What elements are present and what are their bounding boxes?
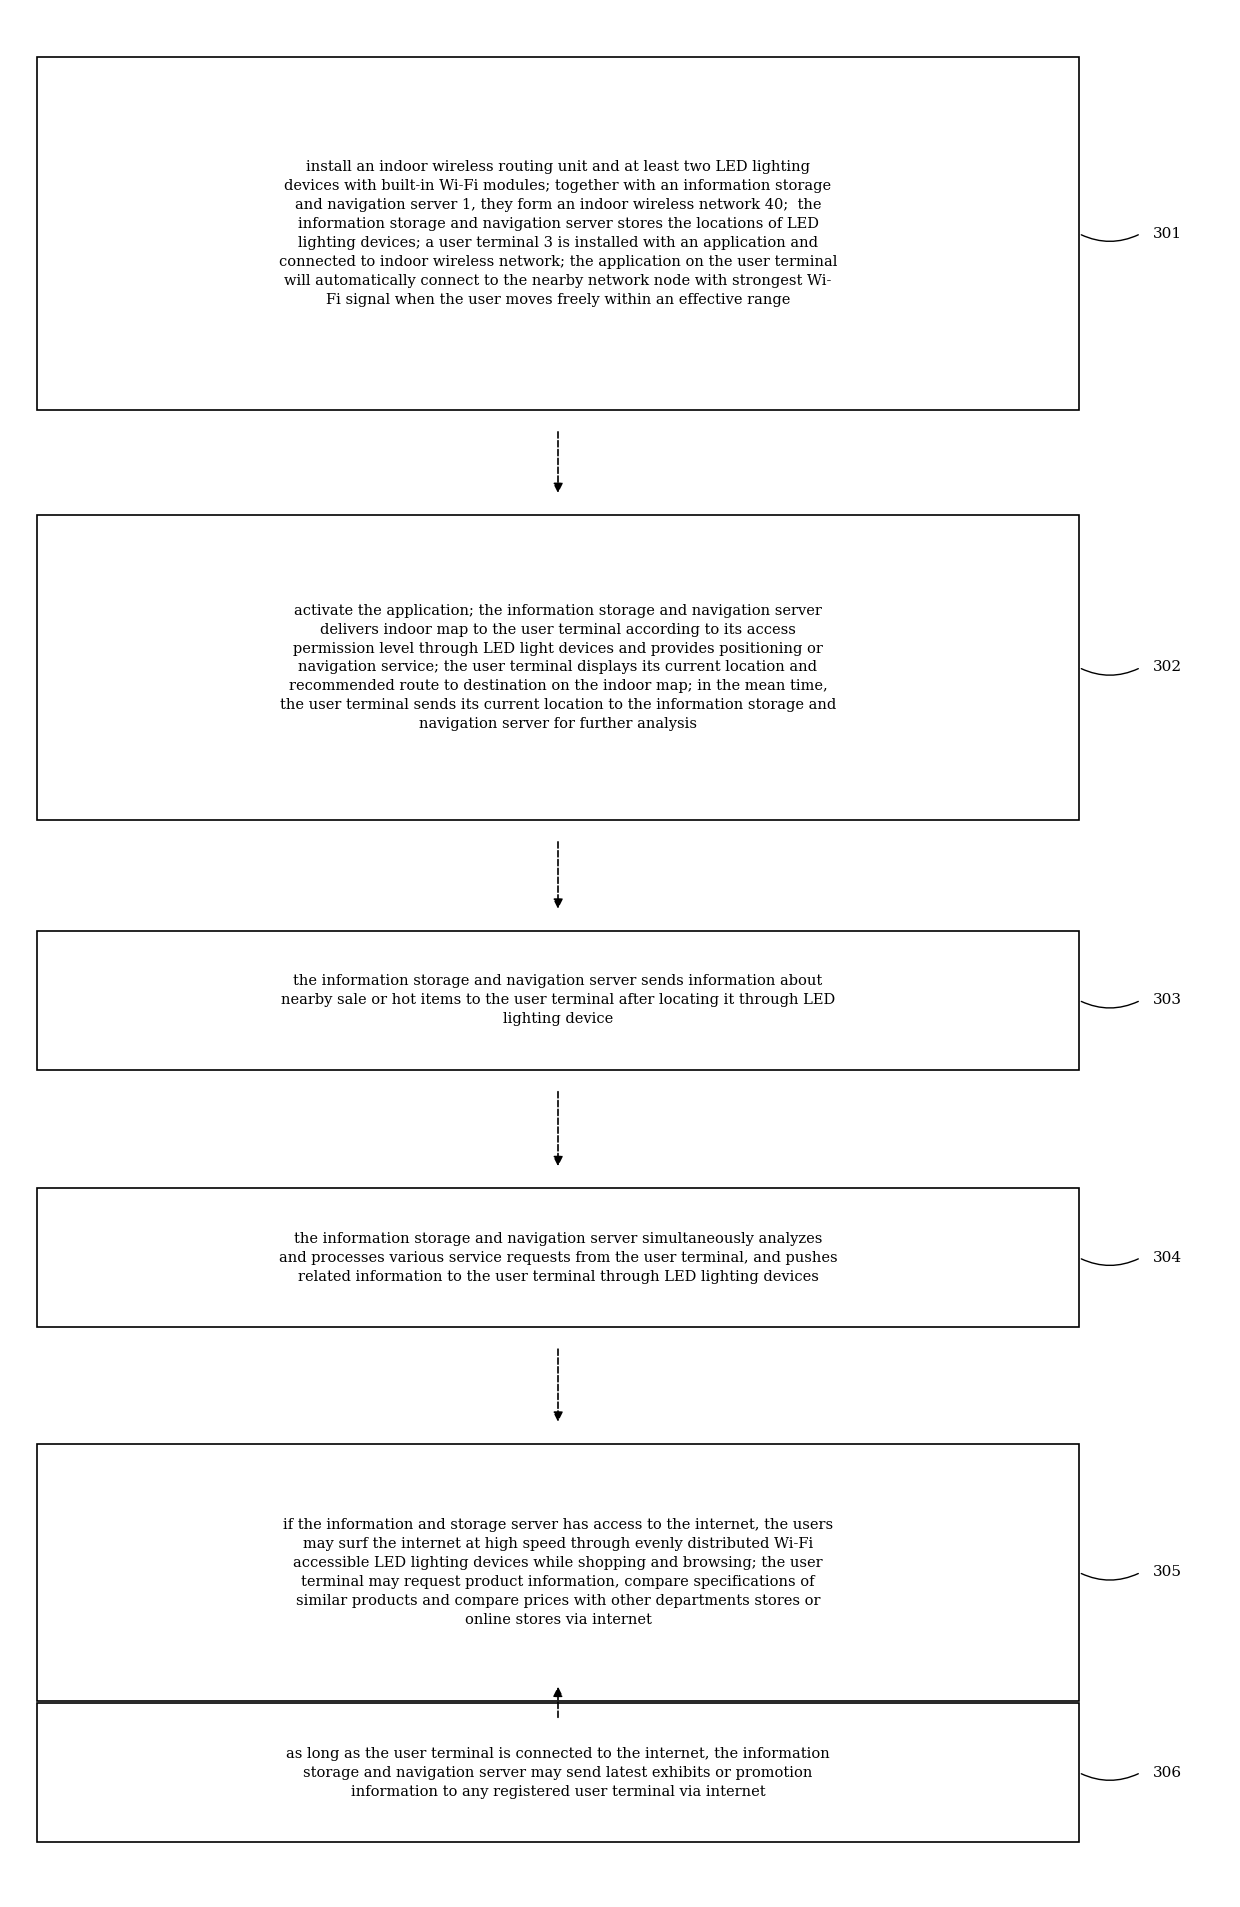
Text: activate the application; the information storage and navigation server
delivers: activate the application; the informatio…: [280, 605, 836, 730]
Bar: [37, 1444, 1079, 1701]
Bar: [37, 515, 1079, 820]
Text: 305: 305: [1153, 1566, 1182, 1579]
Text: the information storage and navigation server simultaneously analyzes
and proces: the information storage and navigation s…: [279, 1232, 837, 1283]
Text: if the information and storage server has access to the internet, the users
may : if the information and storage server ha…: [283, 1518, 833, 1627]
Bar: [37, 1703, 1079, 1842]
Text: 304: 304: [1153, 1251, 1182, 1264]
Text: as long as the user terminal is connected to the internet, the information
stora: as long as the user terminal is connecte…: [286, 1747, 830, 1798]
Text: 301: 301: [1153, 227, 1182, 240]
Text: 302: 302: [1153, 660, 1182, 675]
Bar: [37, 57, 1079, 410]
Text: 306: 306: [1153, 1766, 1182, 1779]
Text: 303: 303: [1153, 994, 1182, 1007]
Text: the information storage and navigation server sends information about
nearby sal: the information storage and navigation s…: [281, 974, 835, 1026]
Text: install an indoor wireless routing unit and at least two LED lighting
devices wi: install an indoor wireless routing unit …: [279, 160, 837, 307]
Bar: [37, 1188, 1079, 1327]
Bar: [37, 931, 1079, 1070]
